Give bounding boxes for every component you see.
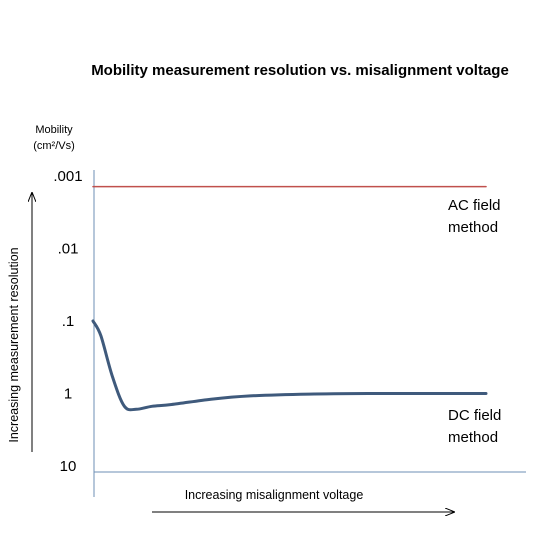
- y-tick-label: 10: [60, 458, 77, 475]
- y-direction-label: Increasing measurement resolution: [7, 247, 21, 442]
- series-label-ac-line2: method: [448, 219, 498, 236]
- y-unit-label-line2: (cm²/Vs): [33, 140, 75, 152]
- chart-title: Mobility measurement resolution vs. misa…: [91, 62, 509, 79]
- y-tick-label: .001: [53, 168, 82, 185]
- y-tick-label: 1: [64, 386, 72, 403]
- series-lines: [91, 185, 488, 412]
- y-tick-label: .01: [58, 241, 79, 258]
- series-label-ac-line1: AC field: [448, 197, 501, 214]
- series-label-dc-line1: DC field: [448, 407, 501, 424]
- y-tick-label: .1: [62, 313, 75, 330]
- x-axis-label: Increasing misalignment voltage: [185, 488, 364, 502]
- y-tick-labels: .001 .01 .1 1 10: [53, 168, 82, 475]
- series-line-dc-field: [91, 319, 488, 412]
- y-unit-label-line1: Mobility: [35, 124, 73, 136]
- series-label-dc-line2: method: [448, 429, 498, 446]
